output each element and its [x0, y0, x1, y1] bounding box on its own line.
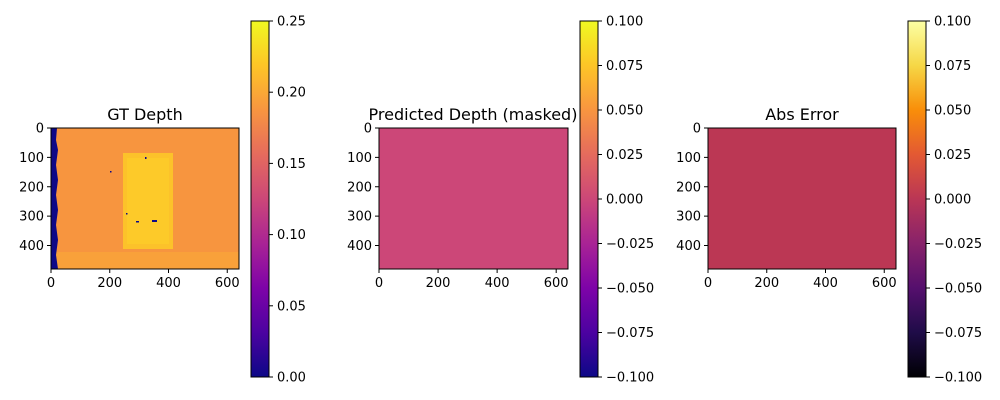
- gt-depth-y-tick-label: 100: [19, 151, 44, 166]
- gt-depth-x-tick-label: 400: [156, 276, 181, 291]
- gt-depth-image: [51, 128, 239, 269]
- predicted-depth-colorbar-tick-label: −0.050: [606, 282, 654, 297]
- abs-error-axes-frame: [707, 127, 897, 270]
- abs-error-x-tick-label: 600: [872, 276, 897, 291]
- predicted-depth-y-tick-label: 100: [347, 151, 372, 166]
- predicted-depth-colorbar-tick-label: −0.075: [606, 326, 654, 341]
- predicted-depth-y-tick-label: 0: [364, 122, 372, 137]
- gt-depth-colorbar-tick-label: 0.10: [277, 228, 306, 243]
- abs-error-colorbar-tick-label: 0.025: [934, 148, 971, 163]
- predicted-depth-colorbar-tick-label: 0.000: [606, 193, 643, 208]
- gt-depth-colorbar-ticks: 0.00 0.05 0.10 0.15 0.20 0.25: [269, 15, 306, 386]
- abs-error-x-tick-label: 200: [754, 276, 779, 291]
- predicted-depth-x-ticks: 0 200 400 600: [375, 269, 569, 291]
- gt-depth-colorbar-tick-label: 0.00: [277, 371, 306, 386]
- gt-depth-y-tick-label: 400: [19, 239, 44, 254]
- gt-depth-axes-frame: [50, 127, 240, 270]
- abs-error-y-tick-label: 0: [693, 122, 701, 137]
- abs-error-colorbar-tick-label: −0.100: [934, 371, 982, 386]
- predicted-depth-x-tick-label: 600: [544, 276, 569, 291]
- predicted-depth-axes-frame: [378, 127, 569, 270]
- gt-depth-x-tick-label: 200: [97, 276, 122, 291]
- gt-depth-x-tick-label: 0: [47, 276, 55, 291]
- abs-error-y-tick-label: 200: [676, 180, 701, 195]
- gt-depth-y-ticks: 0 100 200 300 400: [19, 122, 51, 254]
- predicted-depth-y-tick-label: 300: [347, 210, 372, 225]
- gt-floor-band: [51, 252, 239, 269]
- predicted-depth-x-tick-label: 400: [485, 276, 510, 291]
- predicted-depth-y-ticks: 0 100 200 300 400: [347, 122, 379, 254]
- gt-depth-colorbar-tick-label: 0.05: [277, 299, 306, 314]
- abs-error-colorbar-tick-label: 0.050: [934, 104, 971, 119]
- abs-error-title: Abs Error: [765, 105, 839, 124]
- predicted-depth-colorbar-tick-label: −0.025: [606, 237, 654, 252]
- predicted-depth-colorbar-tick-label: 0.100: [606, 15, 643, 30]
- gt-invalid-pixel: [145, 157, 147, 159]
- predicted-depth-colorbar-ticks: 0.100 0.075 0.050 0.025 0.000 −0.025 −0.050 −0.…: [598, 15, 654, 386]
- predicted-depth-y-tick-label: 400: [347, 239, 372, 254]
- abs-error-x-tick-label: 400: [813, 276, 838, 291]
- abs-error-y-tick-label: 300: [676, 210, 701, 225]
- predicted-depth-image: [379, 128, 568, 269]
- abs-error-y-ticks: 0 100 200 300 400: [676, 122, 708, 254]
- gt-depth-x-tick-label: 600: [215, 276, 240, 291]
- gt-invalid-pixel: [126, 213, 128, 215]
- gt-invalid-pixel: [110, 171, 112, 173]
- gt-depth-colorbar-tick-label: 0.20: [277, 86, 306, 101]
- gt-depth-colorbar-tick-label: 0.25: [277, 15, 306, 30]
- gt-left-strip: [51, 128, 58, 269]
- abs-error-y-tick-label: 400: [676, 239, 701, 254]
- gt-depth-colorbar: [250, 20, 270, 378]
- abs-error-x-ticks: 0 200 400 600: [704, 269, 897, 291]
- predicted-depth-y-tick-label: 200: [347, 180, 372, 195]
- gt-depth-y-tick-label: 200: [19, 180, 44, 195]
- gt-invalid-pixel: [136, 221, 139, 223]
- predicted-depth-panel: Predicted Depth (masked) 0 200 400 600 0 100…: [347, 15, 654, 386]
- gt-depth-colorbar-tick-label: 0.15: [277, 157, 306, 172]
- gt-bright-rectangle-core: [127, 158, 169, 244]
- abs-error-colorbar-tick-label: −0.075: [934, 326, 982, 341]
- predicted-depth-colorbar-tick-label: −0.100: [606, 371, 654, 386]
- predicted-depth-colorbar-tick-label: 0.075: [606, 59, 643, 74]
- gt-depth-title: GT Depth: [107, 105, 182, 124]
- predicted-depth-colorbar-tick-label: 0.025: [606, 148, 643, 163]
- predicted-depth-x-tick-label: 0: [375, 276, 383, 291]
- abs-error-x-tick-label: 0: [704, 276, 712, 291]
- predicted-depth-x-tick-label: 200: [426, 276, 451, 291]
- abs-error-colorbar-ticks: 0.100 0.075 0.050 0.025 0.000 −0.025 −0.050 −0.…: [926, 15, 982, 386]
- gt-invalid-pixel: [152, 220, 157, 222]
- abs-error-colorbar-tick-label: −0.050: [934, 282, 982, 297]
- gt-depth-y-tick-label: 0: [36, 122, 44, 137]
- abs-error-colorbar-tick-label: 0.100: [934, 15, 971, 30]
- abs-error-panel: Abs Error 0 200 400 600 0 100 200 300 400 0.100…: [676, 15, 982, 386]
- gt-depth-y-tick-label: 300: [19, 210, 44, 225]
- abs-error-colorbar-tick-label: −0.025: [934, 237, 982, 252]
- abs-error-colorbar: [907, 20, 927, 378]
- gt-depth-x-ticks: 0 200 400 600: [47, 269, 240, 291]
- predicted-depth-colorbar-tick-label: 0.050: [606, 104, 643, 119]
- predicted-depth-title: Predicted Depth (masked): [369, 105, 578, 124]
- abs-error-image: [708, 128, 896, 269]
- abs-error-colorbar-tick-label: 0.075: [934, 59, 971, 74]
- abs-error-y-tick-label: 100: [676, 151, 701, 166]
- predicted-depth-colorbar: [579, 20, 599, 378]
- abs-error-colorbar-tick-label: 0.000: [934, 193, 971, 208]
